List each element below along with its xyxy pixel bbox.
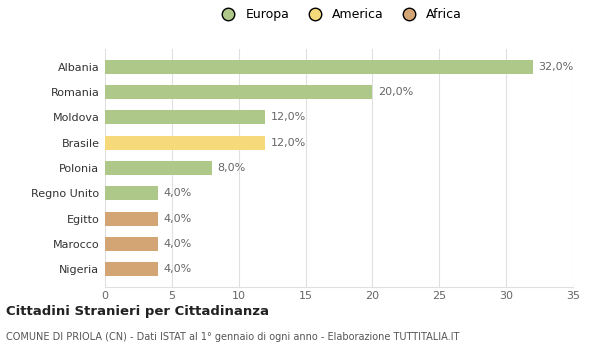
Text: 4,0%: 4,0% (164, 188, 192, 198)
Text: 4,0%: 4,0% (164, 239, 192, 249)
Bar (105, 60, 533, 74)
Bar (105, 85, 373, 99)
Text: 32,0%: 32,0% (538, 62, 574, 72)
Text: 12,0%: 12,0% (271, 112, 306, 122)
Bar (105, 111, 265, 124)
Legend: Europa, America, Africa: Europa, America, Africa (211, 3, 467, 26)
Text: 12,0%: 12,0% (271, 138, 306, 148)
Text: COMUNE DI PRIOLA (CN) - Dati ISTAT al 1° gennaio di ogni anno - Elaborazione TUT: COMUNE DI PRIOLA (CN) - Dati ISTAT al 1°… (6, 332, 460, 343)
Bar (105, 161, 212, 175)
Text: 4,0%: 4,0% (164, 214, 192, 224)
Bar (105, 212, 158, 225)
Text: 8,0%: 8,0% (217, 163, 245, 173)
Bar (105, 186, 158, 200)
Bar (105, 262, 158, 276)
Text: Cittadini Stranieri per Cittadinanza: Cittadini Stranieri per Cittadinanza (6, 304, 269, 317)
Text: 20,0%: 20,0% (378, 87, 413, 97)
Bar (105, 136, 265, 150)
Bar (105, 237, 158, 251)
Text: 4,0%: 4,0% (164, 264, 192, 274)
